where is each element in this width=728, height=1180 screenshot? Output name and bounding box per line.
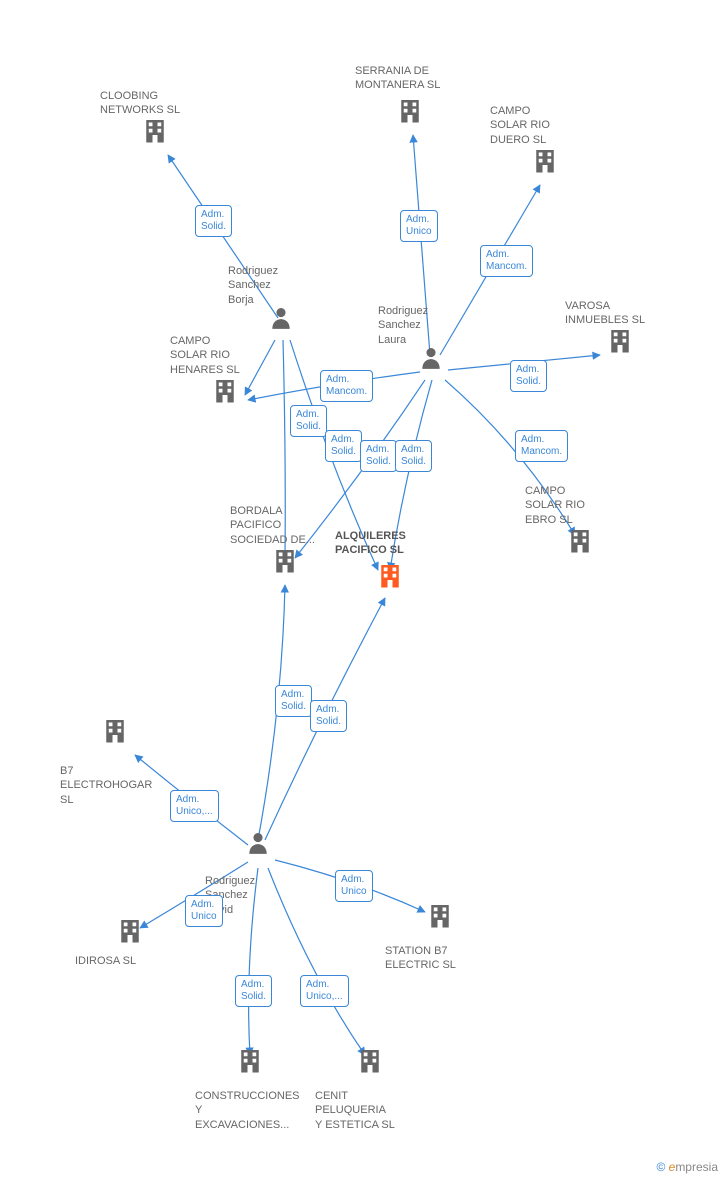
edge-label: Adm. Solid. bbox=[395, 440, 432, 472]
node-label: CLOOBING NETWORKS SL bbox=[100, 89, 210, 118]
building-icon bbox=[270, 545, 300, 580]
building-icon bbox=[115, 915, 145, 950]
node-label: IDIROSA SL bbox=[75, 954, 185, 968]
building-icon bbox=[605, 325, 635, 360]
building-icon bbox=[565, 525, 595, 560]
brand-rest: mpresia bbox=[675, 1160, 718, 1174]
person-icon bbox=[268, 305, 294, 336]
node-label: CAMPO SOLAR RIO EBRO SL bbox=[525, 484, 635, 527]
node-label: CENIT PELUQUERIA Y ESTETICA SL bbox=[315, 1089, 425, 1132]
node-label: STATION B7 ELECTRIC SL bbox=[385, 944, 495, 973]
edge-label: Adm. Solid. bbox=[310, 700, 347, 732]
edge-label: Adm. Unico bbox=[400, 210, 438, 242]
node-label: Rodriguez Sanchez Laura bbox=[378, 304, 488, 347]
edge-label: Adm. Solid. bbox=[360, 440, 397, 472]
edge-label: Adm. Solid. bbox=[290, 405, 327, 437]
building-icon bbox=[100, 715, 130, 750]
edge-label: Adm. Solid. bbox=[235, 975, 272, 1007]
node-label: Rodriguez Sanchez Borja bbox=[228, 264, 338, 307]
edge-label: Adm. Solid. bbox=[195, 205, 232, 237]
edge-label: Adm. Mancom. bbox=[480, 245, 533, 277]
edge-label: Adm. Solid. bbox=[275, 685, 312, 717]
building-icon bbox=[395, 95, 425, 130]
node-label: ALQUILERES PACIFICO SL bbox=[335, 529, 445, 558]
building-icon bbox=[530, 145, 560, 180]
edges-layer bbox=[0, 0, 728, 1180]
person-icon bbox=[245, 830, 271, 861]
node-label: BORDALA PACIFICO SOCIEDAD DE... bbox=[230, 504, 340, 547]
edge-label: Adm. Unico,... bbox=[170, 790, 219, 822]
node-label: CAMPO SOLAR RIO DUERO SL bbox=[490, 104, 600, 147]
node-label: SERRANIA DE MONTANERA SL bbox=[355, 64, 465, 93]
edge-label: Adm. Unico bbox=[335, 870, 373, 902]
edge-label: Adm. Unico bbox=[185, 895, 223, 927]
node-label: VAROSA INMUEBLES SL bbox=[565, 299, 675, 328]
edge-label: Adm. Unico,... bbox=[300, 975, 349, 1007]
edge-label: Adm. Mancom. bbox=[320, 370, 373, 402]
footer-credit: © empresia bbox=[656, 1160, 718, 1174]
building-icon bbox=[355, 1045, 385, 1080]
node-label: CAMPO SOLAR RIO HENARES SL bbox=[170, 334, 280, 377]
building-icon bbox=[210, 375, 240, 410]
building-icon bbox=[140, 115, 170, 150]
edge-label: Adm. Solid. bbox=[325, 430, 362, 462]
building-icon bbox=[425, 900, 455, 935]
building-icon bbox=[375, 560, 405, 595]
building-icon bbox=[235, 1045, 265, 1080]
person-icon bbox=[418, 345, 444, 376]
edge-label: Adm. Solid. bbox=[510, 360, 547, 392]
node-label: CONSTRUCCIONES Y EXCAVACIONES... bbox=[195, 1089, 305, 1132]
node-label: B7 ELECTROHOGAR SL bbox=[60, 764, 170, 807]
edge-label: Adm. Mancom. bbox=[515, 430, 568, 462]
copyright-symbol: © bbox=[656, 1160, 665, 1174]
